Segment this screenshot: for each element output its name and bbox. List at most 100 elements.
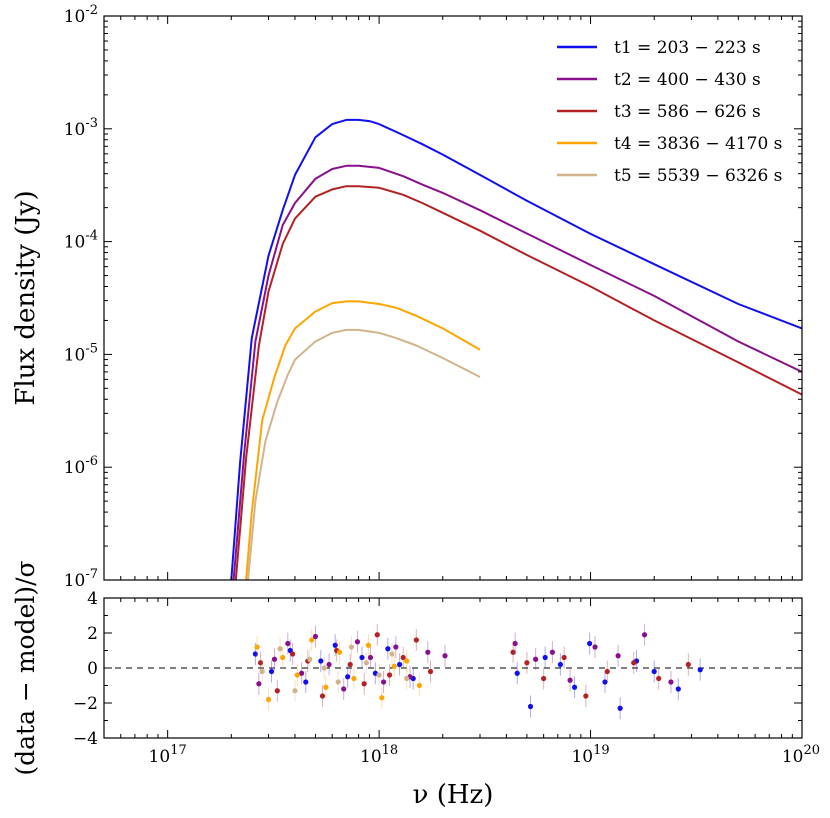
residual-point-t3 <box>656 675 662 682</box>
residual-point-t5 <box>259 668 265 675</box>
residual-point-t4 <box>265 696 272 703</box>
residual-point-t3 <box>685 661 691 668</box>
residual-point-t1 <box>514 670 520 676</box>
model-curves <box>230 118 802 580</box>
residual-point-t3 <box>524 660 530 666</box>
residual-point-t4 <box>336 649 343 655</box>
spectrum-y-tick-labels: 10-7 10-6 10-5 10-4 10-3 10-2 <box>64 3 98 591</box>
y-tick-label: 10-5 <box>64 341 98 365</box>
residual-point-t3 <box>257 660 264 666</box>
model-line-t5 <box>247 328 481 580</box>
residual-point-t5 <box>307 656 313 662</box>
residual-point-t4 <box>379 695 385 701</box>
y-axis-label-flux: Flux density (Jy) <box>11 190 41 405</box>
residual-point-t5 <box>348 644 355 650</box>
residual-point-t3 <box>274 688 280 694</box>
y-tick-label: 10-2 <box>64 3 98 27</box>
spectrum-ticks <box>103 16 802 581</box>
residual-point-t1 <box>527 703 534 710</box>
residual-point-t4 <box>416 682 422 689</box>
residual-point-t5 <box>321 665 327 671</box>
x-tick-label: 1018 <box>360 743 398 767</box>
residual-point-t1 <box>587 640 593 647</box>
residual-point-t2 <box>549 649 555 655</box>
residual-point-t3 <box>361 681 367 687</box>
residual-point-t5 <box>376 672 382 678</box>
residual-point-t1 <box>675 686 681 692</box>
x-tick-labels: 1017 1018 1019 1020 <box>149 743 820 767</box>
spectrum-axes-frame <box>103 15 803 581</box>
y-tick-label: 4 <box>87 589 98 609</box>
residual-point-t5 <box>363 660 369 666</box>
residual-point-t2 <box>533 656 539 662</box>
legend-label-t1: t1 = 203 − 223 s <box>614 38 761 58</box>
residual-point-t3 <box>510 649 516 655</box>
x-tick-label: 1019 <box>571 743 609 767</box>
residual-point-t1 <box>318 658 324 664</box>
residual-point-t1 <box>332 642 338 648</box>
residual-point-t3 <box>583 693 589 699</box>
y-tick-label: −2 <box>73 694 98 714</box>
residual-point-t2 <box>567 677 573 683</box>
residual-point-t4 <box>404 658 410 664</box>
residual-point-t1 <box>571 684 578 690</box>
residual-point-t4 <box>294 672 300 678</box>
residual-point-t1 <box>268 668 275 675</box>
residual-point-t3 <box>541 675 547 682</box>
residual-point-t5 <box>335 679 341 685</box>
residual-point-t2 <box>285 640 291 647</box>
residual-point-t2 <box>425 649 431 655</box>
residual-point-t2 <box>354 639 361 645</box>
residual-point-t1 <box>359 654 365 661</box>
residual-point-t4 <box>365 642 372 648</box>
residual-point-t1 <box>385 646 391 652</box>
spectrum-panel: 10-7 10-6 10-5 10-4 10-3 10-2 Flux density (J… <box>11 3 803 591</box>
y-tick-label: 10-4 <box>64 229 98 253</box>
model-line-t2 <box>232 164 802 580</box>
y-tick-label: 10-6 <box>64 454 98 478</box>
y-axis-label-residual: (data − model)/σ <box>11 560 40 775</box>
y-tick-label: 10-7 <box>64 567 98 591</box>
residual-point-t4 <box>323 684 329 690</box>
residual-point-t2 <box>592 644 598 650</box>
residual-point-t3 <box>413 637 419 643</box>
y-tick-label: −4 <box>73 729 98 749</box>
residual-point-t2 <box>326 661 332 668</box>
residual-point-t4 <box>254 644 260 650</box>
legend-label-t2: t2 = 400 − 430 s <box>614 70 761 90</box>
residual-y-tick-labels: −4 −2 0 2 4 <box>73 589 98 749</box>
residual-point-t3 <box>631 660 637 666</box>
model-line-t1 <box>230 118 802 580</box>
residual-point-t2 <box>298 670 305 676</box>
residual-point-t4 <box>351 675 357 682</box>
residual-point-t2 <box>380 679 387 685</box>
y-tick-label: 2 <box>87 624 98 644</box>
residual-point-t2 <box>442 653 448 659</box>
residual-point-t1 <box>697 667 703 673</box>
legend-label-t5: t5 = 5539 − 6326 s <box>614 166 782 186</box>
residual-points <box>252 623 703 720</box>
residual-point-t2 <box>341 686 347 692</box>
residual-point-t4 <box>391 663 397 669</box>
residual-point-t1 <box>542 654 548 661</box>
x-tick-label: 1020 <box>782 743 820 767</box>
residual-point-t1 <box>602 679 608 685</box>
residual-point-t3 <box>374 632 380 638</box>
residual-point-t1 <box>252 651 258 657</box>
residual-point-t4 <box>280 654 286 661</box>
residual-point-t1 <box>396 661 403 668</box>
residual-point-t3 <box>319 693 326 699</box>
residual-point-t1 <box>557 661 563 668</box>
x-tick-label: 1017 <box>149 743 187 767</box>
residual-point-t2 <box>256 681 262 687</box>
residual-point-t3 <box>427 668 434 675</box>
residual-point-t5 <box>389 651 395 657</box>
y-tick-label: 0 <box>87 659 98 679</box>
residual-point-t1 <box>303 679 309 685</box>
residual-point-t3 <box>386 672 393 678</box>
residual-point-t3 <box>400 654 406 661</box>
residual-ticks <box>103 597 802 739</box>
legend-label-t3: t3 = 586 − 626 s <box>614 102 761 122</box>
residual-point-t2 <box>312 633 319 640</box>
